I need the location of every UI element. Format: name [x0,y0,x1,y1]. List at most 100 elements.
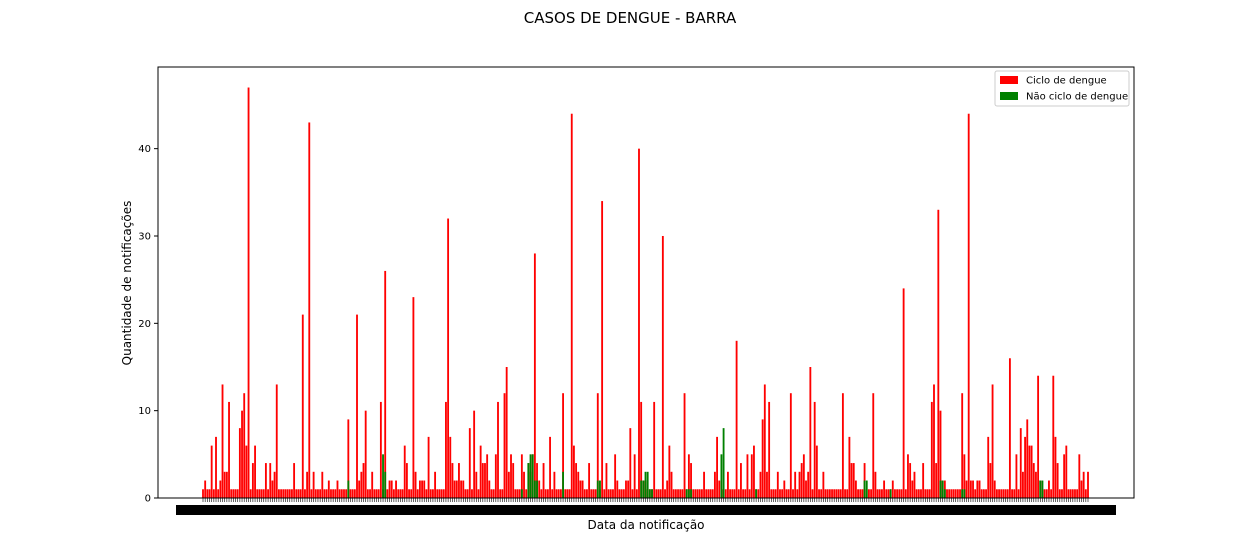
bar-ciclo-310 [874,471,877,498]
bar-ciclo-12 [228,401,230,498]
bar-ciclo-304 [861,489,864,498]
bar-ciclo-177 [586,489,588,498]
bar-ciclo-153 [533,253,536,498]
bar-ciclo-288 [826,489,829,498]
bar-ciclo-311 [876,489,879,498]
bar-ciclo-359 [980,489,983,498]
bar-ciclo-264 [774,489,777,498]
bar-ciclo-358 [978,480,981,498]
bar-ciclo-232 [705,489,708,498]
bar-ciclo-208 [653,401,656,498]
bar-ciclo-28 [262,489,265,498]
bar-ciclo-37 [282,489,285,498]
bar-ciclo-24 [254,445,256,498]
bar-ciclo-97 [412,297,415,498]
bar-ciclo-73 [360,471,363,498]
bar-ciclo-172 [575,463,578,498]
bar-ciclo-383 [1032,463,1035,498]
bar-ciclo-377 [1019,428,1022,498]
bar-ciclo-268 [783,480,786,498]
bar-ciclo-252 [748,489,751,498]
bar-ciclo-329 [915,489,918,498]
bar-ciclo-267 [781,489,784,498]
bar-ciclo-278 [805,480,807,498]
bar-ciclo-192 [618,489,621,498]
bar-ciclo-237 [716,436,718,498]
bar-ciclo-47 [304,489,306,498]
bar-ciclo-257 [759,471,762,498]
bar-ciclo-337 [933,384,935,498]
bar-ciclo-72 [358,480,361,498]
bar-ciclo-21 [247,87,250,499]
bar-ciclo-229 [698,489,701,498]
bar-ciclo-214 [666,480,669,498]
bar-ciclo-4 [210,445,213,498]
bar-ciclo-250 [744,489,747,498]
bar-ciclo-327 [911,480,914,498]
bar-ciclo-188 [609,489,612,498]
bar-ciclo-143 [512,463,515,498]
bar-ciclo-283 [815,445,818,498]
bar-ciclo-391 [1050,489,1053,498]
bar-ciclo-364 [991,384,994,498]
bar-ciclo-367 [998,489,1000,498]
bar-ciclo-308 [870,489,873,498]
bar-ciclo-289 [828,489,831,498]
bar-ciclo-26 [258,489,261,498]
bar-ciclo-296 [844,489,846,498]
bar-ciclo-355 [972,480,974,498]
bar-ciclo-396 [1061,489,1063,498]
bar-ciclo-301 [854,480,857,498]
bar-ciclo-272 [792,489,794,498]
bar-ciclo-181 [594,489,597,498]
bar-ciclo-269 [785,489,788,498]
bar-ciclo-215 [668,445,671,498]
bar-ciclo-280 [809,367,812,498]
bar-ciclo-123 [468,428,471,498]
bar-ciclo-51 [312,471,315,498]
bar-ciclo-115 [451,463,454,498]
bar-ciclo-363 [989,463,992,498]
bar-ciclo-157 [542,463,545,498]
bar-ciclo-120 [462,480,465,498]
bar-ciclo-338 [935,463,938,498]
bar-nao-ciclo-152 [531,454,534,498]
bar-ciclo-235 [711,489,714,498]
bar-ciclo-61 [334,489,337,498]
bar-ciclo-297 [846,489,849,498]
bar-ciclo-201 [638,148,640,498]
bar-ciclo-173 [577,471,580,498]
bar-ciclo-334 [926,489,929,498]
bar-ciclo-401 [1071,489,1074,498]
bar-ciclo-69 [351,489,354,498]
bar-ciclo-360 [982,489,985,498]
bar-ciclo-78 [371,471,374,498]
bar-ciclo-258 [761,419,764,498]
bar-ciclo-345 [950,489,953,498]
bar-ciclo-340 [939,410,942,498]
bar-ciclo-32 [271,480,274,498]
bar-ciclo-392 [1052,375,1055,498]
bar-ciclo-135 [494,454,497,498]
bar-nao-ciclo-340 [939,480,942,498]
plot-area-frame [157,66,1135,499]
bar-ciclo-55 [321,471,324,498]
bar-ciclo-180 [592,489,595,498]
bar-ciclo-193 [620,489,623,498]
bar-ciclo-48 [306,471,309,498]
bar-ciclo-260 [766,471,768,498]
bar-ciclo-263 [772,489,775,498]
bar-ciclo-130 [484,463,486,498]
bar-ciclo-349 [959,489,961,498]
bar-nao-ciclo-224 [687,489,690,498]
bar-ciclo-121 [464,489,467,498]
bar-ciclo-167 [564,489,567,498]
bar-ciclo-371 [1006,489,1009,498]
bar-ciclo-270 [787,489,790,498]
bar-ciclo-368 [1000,489,1003,498]
bar-ciclo-408 [1087,471,1089,498]
bar-ciclo-302 [857,489,859,498]
bar-ciclo-9 [221,384,224,498]
bar-ciclo-404 [1078,454,1081,498]
bar-ciclo-222 [683,393,686,498]
